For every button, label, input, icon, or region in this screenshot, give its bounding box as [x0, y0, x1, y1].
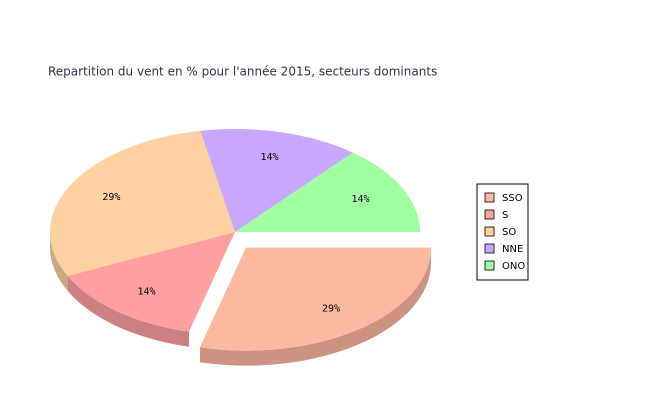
legend-swatch	[484, 260, 495, 271]
legend-label: ONO	[502, 261, 525, 272]
legend-swatch	[484, 243, 495, 254]
legend-swatch	[484, 192, 495, 203]
legend-label: NNE	[502, 244, 523, 255]
slice	[200, 247, 432, 351]
legend-label: SO	[502, 227, 516, 238]
slice	[235, 152, 420, 232]
slice	[67, 232, 235, 332]
slice-side	[50, 232, 68, 291]
chart-title: Repartition du vent en % pour l'année 20…	[48, 65, 437, 79]
slice-label: 14%	[138, 287, 156, 298]
slice-label: 29%	[322, 304, 340, 315]
slice-label: 29%	[102, 192, 120, 203]
slice-side	[200, 247, 432, 366]
slice	[49, 130, 235, 276]
slice-label: 14%	[260, 152, 278, 163]
slice	[200, 129, 353, 232]
legend-label: S	[502, 210, 508, 221]
legend-swatch	[484, 209, 495, 220]
legend-label: SSO	[502, 193, 523, 204]
legend-swatch	[484, 226, 495, 237]
slice-label: 14%	[352, 194, 370, 205]
slice-side	[67, 275, 189, 347]
